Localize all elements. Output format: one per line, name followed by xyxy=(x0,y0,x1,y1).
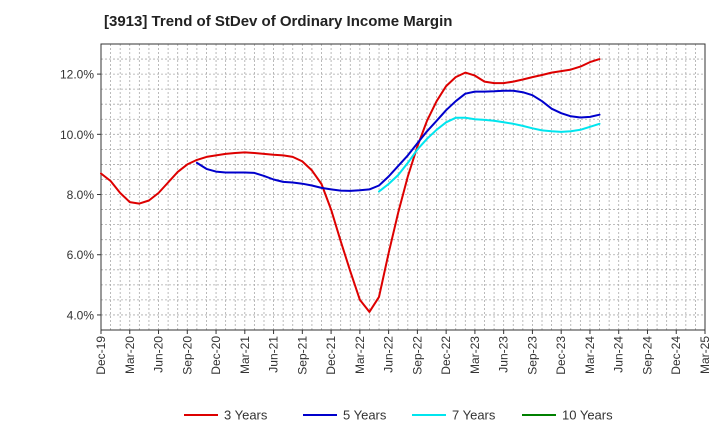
legend-label: 5 Years xyxy=(343,408,387,423)
y-tick-label: 12.0% xyxy=(60,68,94,82)
legend-label: 7 Years xyxy=(452,408,496,423)
x-tick-label: Dec-20 xyxy=(209,336,223,375)
grid-lines xyxy=(101,44,705,330)
legend-label: 10 Years xyxy=(562,408,613,423)
x-tick-label: Sep-21 xyxy=(295,336,309,375)
x-tick-label: Mar-22 xyxy=(353,336,367,374)
x-tick-label: Sep-24 xyxy=(640,336,654,375)
x-tick-labels: Dec-19 Mar-20 Jun-20 Sep-20 Dec-20 Mar-21 Jun-… xyxy=(94,330,712,375)
y-tick-label: 8.0% xyxy=(67,188,95,202)
y-tick-labels: 4.0% 6.0% 8.0% 10.0% 12.0% xyxy=(60,68,101,322)
x-tick-label: Dec-23 xyxy=(554,336,568,375)
x-tick-label: Dec-19 xyxy=(94,336,108,375)
x-tick-label: Jun-24 xyxy=(612,336,626,373)
y-tick-label: 4.0% xyxy=(67,308,95,322)
x-tick-label: Jun-20 xyxy=(152,336,166,373)
x-tick-label: Mar-21 xyxy=(238,336,252,374)
x-tick-label: Mar-24 xyxy=(583,336,597,374)
series-line-7-years xyxy=(378,116,601,193)
axes xyxy=(100,43,706,331)
x-tick-label: Dec-22 xyxy=(439,336,453,375)
y-tick-label: 6.0% xyxy=(67,248,95,262)
x-tick-label: Jun-23 xyxy=(497,336,511,373)
x-tick-label: Mar-25 xyxy=(698,336,712,374)
legend-label: 3 Years xyxy=(224,408,268,423)
plot-border xyxy=(100,43,706,331)
x-tick-label: Mar-23 xyxy=(468,336,482,374)
x-tick-label: Jun-21 xyxy=(267,336,281,373)
x-tick-label: Mar-20 xyxy=(123,336,137,374)
x-tick-label: Dec-24 xyxy=(669,336,683,375)
series-line-5-years xyxy=(195,89,601,192)
x-tick-label: Sep-22 xyxy=(410,336,424,375)
x-tick-label: Jun-22 xyxy=(382,336,396,373)
series-lines xyxy=(100,58,601,313)
y-tick-label: 10.0% xyxy=(60,128,94,142)
x-tick-label: Dec-21 xyxy=(324,336,338,375)
x-tick-label: Sep-20 xyxy=(180,336,194,375)
x-tick-label: Sep-23 xyxy=(525,336,539,375)
series-line-3-years xyxy=(100,58,601,313)
legend: 3 Years 5 Years 7 Years 10 Years xyxy=(184,408,613,423)
chart-title: [3913] Trend of StDev of Ordinary Income… xyxy=(104,13,453,30)
